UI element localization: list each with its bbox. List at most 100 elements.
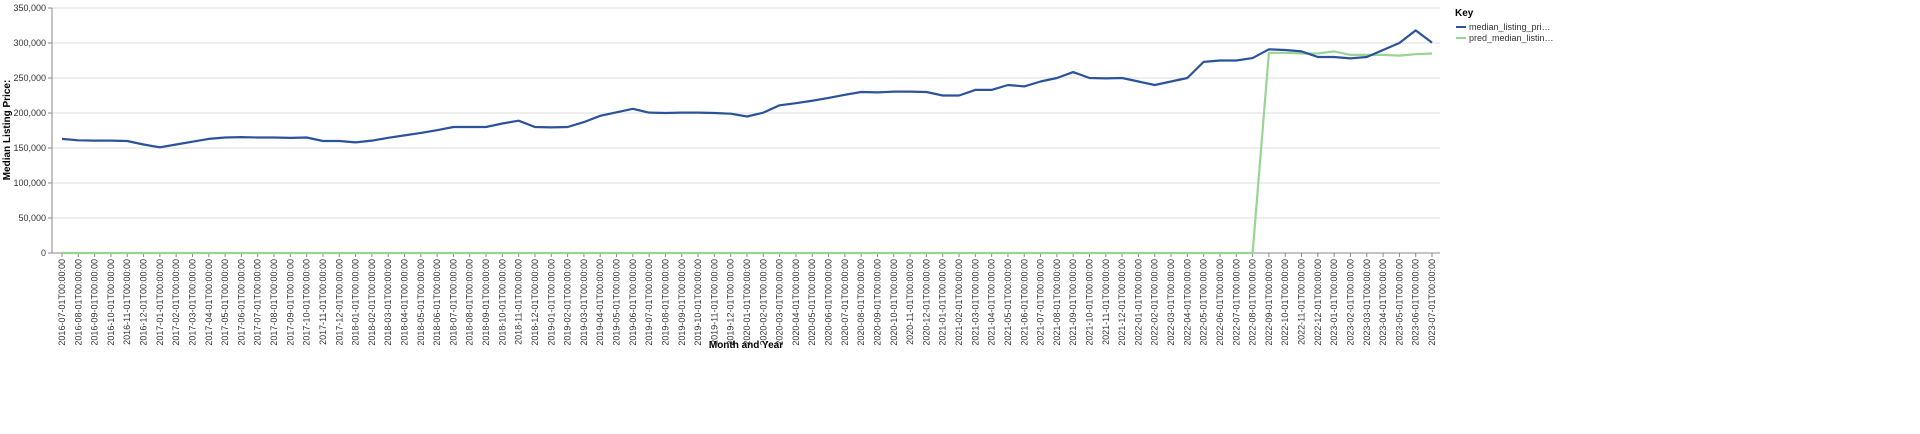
x-tick-label: 2021-09-01T00:00:00 [1068,259,1078,346]
x-tick-label: 2016-12-01T00:00:00 [139,259,149,346]
x-tick-label: 2017-03-01T00:00:00 [187,259,197,346]
x-tick-label: 2022-01-01T00:00:00 [1133,259,1143,346]
x-tick-label: 2019-09-01T00:00:00 [677,259,687,346]
x-tick-label: 2019-11-01T00:00:00 [709,259,719,345]
x-tick-label: 2016-11-01T00:00:00 [122,259,132,345]
x-tick-label: 2019-12-01T00:00:00 [726,259,736,346]
x-tick-label: 2018-01-01T00:00:00 [351,259,361,346]
x-tick-label: 2023-06-01T00:00:00 [1411,259,1421,346]
x-tick-label: 2023-05-01T00:00:00 [1394,259,1404,346]
x-tick-label: 2022-07-01T00:00:00 [1231,259,1241,346]
x-tick-label: 2020-10-01T00:00:00 [889,259,899,346]
x-tick-label: 2023-02-01T00:00:00 [1345,259,1355,346]
x-tick-label: 2022-09-01T00:00:00 [1264,259,1274,346]
x-tick-label: 2020-12-01T00:00:00 [921,259,931,346]
x-tick-label: 2017-11-01T00:00:00 [318,259,328,345]
x-tick-label: 2021-08-01T00:00:00 [1052,259,1062,346]
x-tick-label: 2022-08-01T00:00:00 [1248,259,1258,346]
x-tick-label: 2016-08-01T00:00:00 [73,259,83,346]
y-tick-label: 100,000 [13,178,46,188]
x-tick-label: 2018-02-01T00:00:00 [367,259,377,346]
x-tick-label: 2017-09-01T00:00:00 [285,259,295,346]
x-tick-label: 2020-09-01T00:00:00 [872,259,882,346]
x-tick-label: 2018-09-01T00:00:00 [481,259,491,346]
x-tick-label: 2022-03-01T00:00:00 [1166,259,1176,346]
x-tick-label: 2022-05-01T00:00:00 [1199,259,1209,346]
x-tick-label: 2021-01-01T00:00:00 [938,259,948,346]
y-tick-label: 250,000 [13,73,46,83]
x-tick-label: 2018-11-01T00:00:00 [514,259,524,345]
legend-label: pred_median_listin… [1469,33,1554,43]
x-tick-label: 2021-04-01T00:00:00 [987,259,997,346]
x-tick-label: 2022-02-01T00:00:00 [1150,259,1160,346]
x-tick-label: 2018-10-01T00:00:00 [497,259,507,346]
x-tick-label: 2021-02-01T00:00:00 [954,259,964,346]
x-tick-label: 2020-05-01T00:00:00 [807,259,817,346]
x-tick-label: 2021-03-01T00:00:00 [970,259,980,346]
x-tick-label: 2020-02-01T00:00:00 [758,259,768,346]
legend-title: Key [1455,8,1474,19]
x-tick-label: 2019-03-01T00:00:00 [579,259,589,346]
x-tick-label: 2022-10-01T00:00:00 [1280,259,1290,346]
x-tick-label: 2019-02-01T00:00:00 [563,259,573,346]
x-tick-label: 2019-06-01T00:00:00 [628,259,638,346]
x-tick-label: 2023-04-01T00:00:00 [1378,259,1388,346]
x-tick-label: 2020-03-01T00:00:00 [775,259,785,346]
x-tick-label: 2023-03-01T00:00:00 [1362,259,1372,346]
x-tick-label: 2017-07-01T00:00:00 [253,259,263,346]
series-line [61,29,1433,149]
x-tick-label: 2023-01-01T00:00:00 [1329,259,1339,346]
x-tick-label: 2018-03-01T00:00:00 [383,259,393,346]
x-tick-label: 2021-07-01T00:00:00 [1036,259,1046,346]
x-tick-label: 2017-02-01T00:00:00 [171,259,181,346]
x-tick-label: 2016-07-01T00:00:00 [57,259,67,346]
y-tick-label: 200,000 [13,108,46,118]
x-tick-label: 2022-04-01T00:00:00 [1182,259,1192,346]
x-tick-label: 2018-12-01T00:00:00 [530,259,540,346]
x-tick-label: 2020-04-01T00:00:00 [791,259,801,346]
x-tick-label: 2023-07-01T00:00:00 [1427,259,1437,346]
x-tick-label: 2019-07-01T00:00:00 [644,259,654,346]
x-tick-label: 2018-05-01T00:00:00 [416,259,426,346]
x-tick-label: 2017-12-01T00:00:00 [334,259,344,346]
x-tick-label: 2017-01-01T00:00:00 [155,259,165,346]
x-tick-label: 2021-12-01T00:00:00 [1117,259,1127,346]
x-tick-label: 2018-08-01T00:00:00 [465,259,475,346]
x-tick-label: 2017-04-01T00:00:00 [204,259,214,346]
series-line [62,50,1433,255]
x-tick-label: 2019-01-01T00:00:00 [546,259,556,346]
y-axis-title: Median Listing Price: [2,80,13,181]
x-tick-label: 2016-09-01T00:00:00 [90,259,100,346]
x-tick-label: 2018-07-01T00:00:00 [448,259,458,346]
x-tick-label: 2020-06-01T00:00:00 [824,259,834,346]
x-tick-label: 2017-05-01T00:00:00 [220,259,230,346]
x-tick-label: 2019-05-01T00:00:00 [612,259,622,346]
x-tick-label: 2016-10-01T00:00:00 [106,259,116,346]
x-tick-label: 2017-08-01T00:00:00 [269,259,279,346]
x-tick-label: 2017-06-01T00:00:00 [236,259,246,346]
x-tick-label: 2022-12-01T00:00:00 [1313,259,1323,346]
x-tick-label: 2021-06-01T00:00:00 [1019,259,1029,346]
y-tick-label: 0 [41,248,46,258]
legend-label: median_listing_pri… [1469,22,1551,32]
x-tick-label: 2018-04-01T00:00:00 [400,259,410,346]
y-tick-label: 300,000 [13,38,46,48]
x-tick-label: 2021-11-01T00:00:00 [1101,259,1111,345]
x-tick-label: 2020-07-01T00:00:00 [840,259,850,346]
x-axis-title: Month and Year [709,340,783,351]
x-tick-label: 2022-06-01T00:00:00 [1215,259,1225,346]
x-tick-label: 2021-10-01T00:00:00 [1085,259,1095,346]
y-tick-label: 350,000 [13,3,46,13]
y-tick-label: 150,000 [13,143,46,153]
x-tick-label: 2018-06-01T00:00:00 [432,259,442,346]
x-tick-label: 2021-05-01T00:00:00 [1003,259,1013,346]
x-tick-label: 2019-04-01T00:00:00 [595,259,605,346]
x-tick-label: 2022-11-01T00:00:00 [1297,259,1307,345]
x-tick-label: 2020-11-01T00:00:00 [905,259,915,345]
x-tick-label: 2020-01-01T00:00:00 [742,259,752,346]
x-tick-label: 2019-10-01T00:00:00 [693,259,703,346]
x-tick-label: 2020-08-01T00:00:00 [856,259,866,346]
x-tick-label: 2019-08-01T00:00:00 [660,259,670,346]
y-tick-label: 50,000 [18,213,46,223]
